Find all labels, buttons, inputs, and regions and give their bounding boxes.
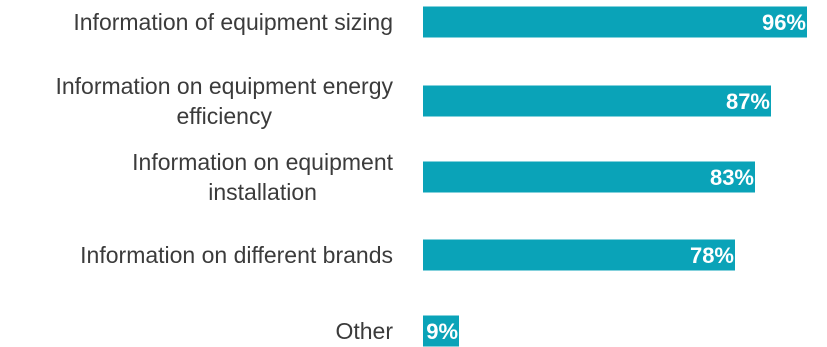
bar (423, 6, 807, 38)
bars-group (423, 6, 807, 347)
bar-value-label: 87% (726, 89, 770, 114)
bar (423, 315, 459, 347)
bar (423, 85, 771, 117)
category-label: Information on equipment installation (132, 149, 393, 205)
category-label: Other (335, 318, 393, 344)
value-labels-group: 96% 87% 83% 78% 9% (426, 10, 806, 344)
category-label: Information on equipment energy efficienc… (55, 73, 393, 129)
bar (423, 161, 755, 193)
category-label: Information on different brands (80, 242, 393, 268)
category-label: Information of equipment sizing (73, 9, 393, 35)
bar-value-label: 9% (426, 319, 458, 344)
category-labels-group: Information of equipment sizing Informati… (55, 9, 393, 344)
bar (423, 239, 735, 271)
bar-value-label: 83% (710, 165, 754, 190)
bar-value-label: 96% (762, 10, 806, 35)
bar-value-label: 78% (690, 243, 734, 268)
